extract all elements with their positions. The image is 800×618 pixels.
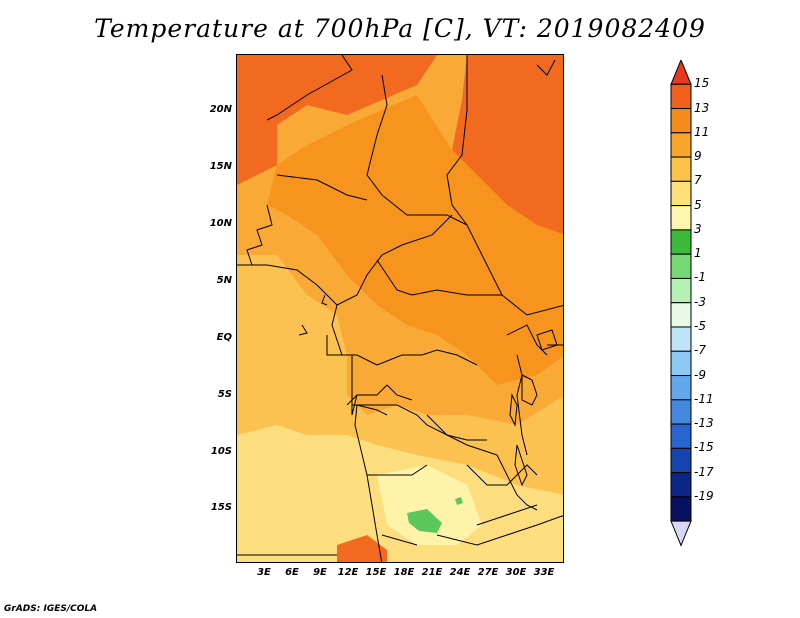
colorbar-cell-10: [670, 302, 692, 328]
colorbar-label: -9: [694, 367, 706, 382]
lon-label-24e: 24E: [449, 567, 471, 578]
lat-label-eq: EQ: [216, 332, 232, 343]
colorbar-label: -11: [694, 391, 714, 406]
colorbar-label: 15: [694, 76, 710, 91]
lat-label-10n: 10N: [209, 218, 232, 229]
lon-label-6e: 6E: [285, 567, 299, 578]
colorbar-label: -17: [694, 464, 714, 479]
colorbar-cell-14: [670, 399, 692, 425]
colorbar-label: 7: [694, 173, 702, 188]
colorbar-label: -1: [694, 270, 706, 285]
colorbar-label: 9: [694, 149, 702, 164]
lat-label-15s: 15S: [210, 502, 232, 513]
colorbar-cell-4: [670, 156, 692, 182]
colorbar-label: -15: [694, 440, 714, 455]
colorbar-cells: [670, 60, 692, 547]
colorbar-label: -13: [694, 416, 714, 431]
colorbar-cell-2: [670, 108, 692, 134]
temperature-map: [236, 54, 564, 563]
lon-label-9e: 9E: [313, 567, 327, 578]
colorbar-cell-9: [670, 277, 692, 304]
colorbar-cell-12: [670, 350, 692, 377]
colorbar-cell-5: [670, 180, 692, 207]
country-borders: [237, 55, 563, 562]
lat-label-5n: 5N: [216, 275, 232, 286]
colorbar-label: 3: [694, 221, 702, 236]
colorbar: [670, 60, 692, 547]
field-1-patch: [407, 509, 442, 533]
grads-credit: GrADS: IGES/COLA: [4, 604, 98, 614]
lat-label-5s: 5S: [217, 389, 232, 400]
field-3-zambia: [377, 465, 482, 545]
map-canvas: [237, 55, 563, 562]
lat-label-10s: 10S: [210, 446, 232, 457]
colorbar-cell-8: [670, 253, 692, 279]
lat-label-20n: 20N: [209, 104, 232, 115]
colorbar-label: 11: [694, 124, 710, 139]
lon-label-3e: 3E: [257, 567, 271, 578]
field-13-south: [337, 535, 387, 562]
colorbar-cell-11: [670, 326, 692, 352]
colorbar-cell-18: [670, 496, 692, 522]
lon-label-27e: 27E: [477, 567, 499, 578]
colorbar-label: 13: [694, 100, 710, 115]
colorbar-cell-top-arrow: [670, 60, 692, 85]
colorbar-cell-bottom-arrow: [670, 520, 692, 547]
lon-label-33e: 33E: [533, 567, 555, 578]
field-11-north: [267, 95, 563, 385]
colorbar-cell-16: [670, 447, 692, 474]
colorbar-label: -3: [694, 294, 706, 309]
colorbar-cell-3: [670, 132, 692, 158]
colorbar-cell-17: [670, 472, 692, 498]
coastline: [246, 59, 556, 336]
lon-label-30e: 30E: [505, 567, 527, 578]
field-13-nw: [237, 55, 437, 185]
lat-label-15n: 15N: [209, 161, 232, 172]
colorbar-cell-7: [670, 229, 692, 255]
colorbar-label: -5: [694, 318, 706, 333]
colorbar-cell-1: [670, 83, 692, 110]
colorbar-label: -19: [694, 488, 714, 503]
colorbar-cell-6: [670, 205, 692, 231]
lakes: [509, 329, 558, 487]
lon-label-15e: 15E: [365, 567, 387, 578]
colorbar-label: -7: [694, 343, 706, 358]
field-13-ne: [452, 55, 563, 235]
colorbar-label: 5: [694, 197, 702, 212]
colorbar-label: 1: [694, 246, 702, 261]
colorbar-cell-13: [670, 375, 692, 401]
lon-label-12e: 12E: [337, 567, 359, 578]
lon-label-21e: 21E: [421, 567, 443, 578]
colorbar-cell-15: [670, 423, 692, 449]
lon-label-18e: 18E: [393, 567, 415, 578]
chart-title: Temperature at 700hPa [C], VT: 201908240…: [94, 14, 706, 43]
field-1-patch-small: [455, 497, 463, 505]
